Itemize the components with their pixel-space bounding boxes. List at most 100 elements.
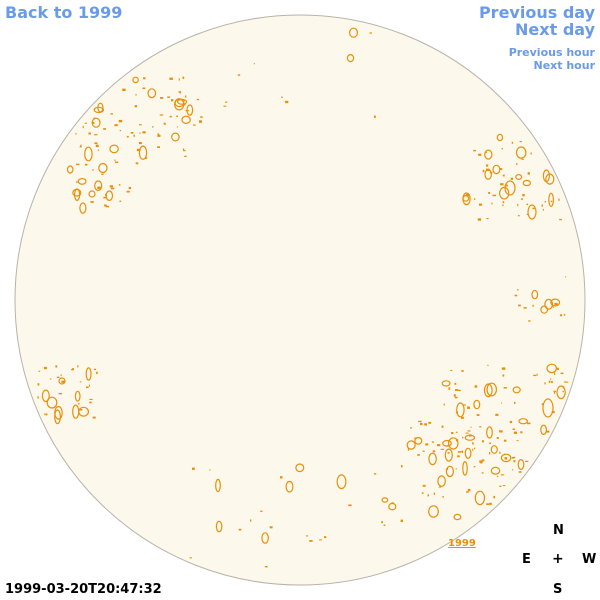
- contour-speck: [493, 495, 496, 499]
- contour-speck: [105, 205, 110, 208]
- contour-speck: [457, 451, 462, 453]
- contour-loop: [444, 448, 453, 462]
- year-link[interactable]: 1999: [448, 538, 476, 549]
- contour-loop: [97, 102, 104, 113]
- contour-speck: [119, 130, 121, 132]
- contour-speck: [472, 442, 474, 445]
- contour-speck: [441, 425, 444, 428]
- contour-speck: [486, 218, 489, 220]
- contour-speck: [544, 382, 546, 385]
- contour-speck: [157, 146, 160, 148]
- contour-speck: [422, 484, 426, 487]
- contour-speck: [491, 202, 493, 205]
- contour-loop: [542, 398, 554, 418]
- contour-speck: [503, 387, 507, 389]
- contour-loop: [295, 463, 305, 473]
- contour-speck: [502, 174, 505, 177]
- contour-loop: [518, 418, 528, 425]
- contour-loop: [58, 377, 66, 385]
- contour-speck: [470, 426, 472, 428]
- contour-speck: [93, 368, 97, 370]
- contour-speck: [122, 88, 126, 91]
- contour-speck: [72, 368, 74, 371]
- contour-speck: [76, 181, 78, 183]
- contour-speck: [400, 519, 403, 522]
- contour-speck: [324, 536, 327, 539]
- contour-speck: [110, 187, 115, 190]
- contour-speck: [513, 460, 516, 463]
- contour-speck: [152, 126, 154, 128]
- contour-speck: [518, 471, 522, 473]
- contour-speck: [97, 186, 101, 189]
- contour-speck: [474, 447, 476, 450]
- contour-speck: [109, 185, 113, 188]
- contour-loop: [499, 186, 510, 200]
- contour-speck: [58, 392, 63, 395]
- contour-speck: [85, 163, 88, 166]
- contour-loop: [445, 465, 454, 478]
- previous-day-link[interactable]: Previous day: [478, 3, 595, 22]
- contour-loop: [456, 402, 465, 418]
- contour-loop: [77, 177, 87, 185]
- contour-loop: [442, 439, 452, 447]
- contour-speck: [527, 172, 530, 175]
- contour-loop: [91, 117, 101, 128]
- contour-speck: [134, 105, 137, 108]
- contour-speck: [94, 142, 98, 145]
- contour-loop: [346, 53, 355, 63]
- contour-speck: [554, 302, 558, 306]
- contour-speck: [525, 460, 529, 462]
- contour-loop: [428, 452, 437, 466]
- contour-speck: [115, 161, 119, 163]
- contour-speck: [383, 524, 386, 526]
- contour-speck: [414, 437, 417, 439]
- contour-speck: [160, 97, 164, 99]
- contour-speck: [499, 430, 503, 433]
- contour-speck: [443, 403, 445, 406]
- contour-loop: [512, 386, 521, 394]
- contour-speck: [167, 96, 170, 98]
- contour-speck: [369, 32, 372, 34]
- contour-loop: [381, 497, 389, 503]
- contour-speck: [76, 163, 80, 166]
- contour-loop: [504, 180, 516, 196]
- next-day-link[interactable]: Next day: [515, 20, 595, 39]
- contour-loop: [85, 367, 92, 381]
- contour-speck: [77, 365, 79, 368]
- contour-speck: [94, 134, 98, 136]
- contour-loop: [428, 505, 439, 518]
- contour-speck: [482, 169, 485, 173]
- contour-loop: [186, 104, 194, 116]
- contour-speck: [502, 204, 504, 207]
- contour-loop: [486, 426, 493, 439]
- contour-speck: [466, 491, 469, 493]
- contour-speck: [479, 426, 482, 428]
- contour-speck: [517, 203, 519, 207]
- contour-speck: [128, 186, 131, 190]
- contour-speck: [505, 184, 508, 187]
- contour-speck: [457, 455, 460, 458]
- next-hour-link[interactable]: Next hour: [533, 59, 596, 72]
- contour-speck: [447, 444, 451, 447]
- contour-speck: [526, 203, 529, 206]
- contour-speck: [542, 208, 544, 211]
- previous-hour-link[interactable]: Previous hour: [508, 46, 595, 59]
- contour-speck: [514, 294, 518, 297]
- contour-speck: [114, 159, 116, 162]
- contour-speck: [438, 486, 442, 488]
- contour-speck: [437, 444, 441, 447]
- contour-speck: [169, 115, 172, 118]
- contour-speck: [49, 378, 52, 380]
- contour-speck: [135, 162, 139, 165]
- contour-speck: [541, 204, 543, 207]
- contour-speck: [269, 526, 273, 529]
- contour-speck: [184, 155, 187, 157]
- contour-loop: [490, 466, 501, 475]
- contour-speck: [92, 121, 95, 125]
- contour-speck: [502, 485, 506, 487]
- contour-loop: [414, 436, 423, 445]
- contour-speck: [135, 94, 137, 96]
- contour-speck: [532, 304, 534, 307]
- back-to-year-link[interactable]: Back to 1999: [5, 3, 123, 22]
